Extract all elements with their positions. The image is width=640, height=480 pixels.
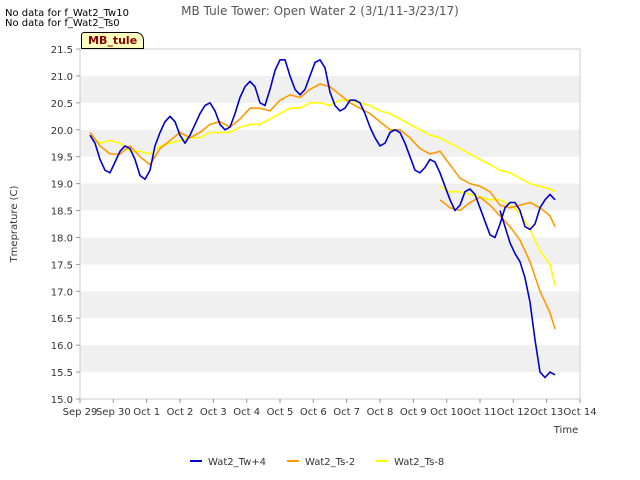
legend-label-1: Wat2_Ts-2 [305,457,355,468]
y-tick-label: 19.0 [51,180,73,191]
y-tick-label: 20.0 [51,126,73,137]
y-axis: 15.0 15.5 16.0 16.5 17.0 17.5 18.0 18.5 19.0 19.5… [51,45,80,406]
y-tick-label: 18.0 [51,233,73,244]
x-tick-label: Oct 14 [563,407,596,418]
x-tick-label: Oct 2 [167,407,194,418]
x-tick-label: Oct 3 [200,407,227,418]
grid-band [80,345,580,373]
x-axis-label: Time [553,425,578,436]
y-tick-label: 15.0 [51,395,73,406]
x-tick-label: Oct 5 [267,407,294,418]
y-tick-label: 21.0 [51,72,73,83]
x-tick-label: Oct 4 [233,407,260,418]
y-axis-label: Tmeprature (C) [9,185,20,263]
x-tick-label: Sep 29 [63,407,98,418]
y-tick-label: 18.5 [51,207,73,218]
x-tick-label: Sep 30 [96,407,131,418]
series-line-0-b [499,210,556,379]
plot-frame [79,48,581,400]
grid-band [80,237,580,265]
x-tick-label: Oct 13 [530,407,563,418]
grid-band [80,183,580,211]
x-tick-label: Oct 9 [400,407,427,418]
series-line-2-b [439,185,556,287]
series-line-1-a [89,83,556,228]
x-tick-label: Oct 1 [133,407,160,418]
y-tick-label: 19.5 [51,153,73,164]
chart-title: MB Tule Tower: Open Water 2 (3/1/11-3/23… [181,4,459,18]
x-tick-label: Oct 11 [463,407,496,418]
y-tick-label: 20.5 [51,99,73,110]
series-layer [89,59,556,379]
x-tick-label: Oct 12 [497,407,530,418]
y-tick-label: 17.5 [51,260,73,271]
y-tick-label: 16.5 [51,314,73,325]
x-tick-label: Oct 6 [300,407,327,418]
y-tick-label: 15.5 [51,368,73,379]
grid-band [80,129,580,157]
legend: Wat2_Tw+4 Wat2_Ts-2 Wat2_Ts-8 [190,457,444,468]
legend-label-0: Wat2_Tw+4 [208,457,266,468]
y-tick-label: 16.0 [51,341,73,352]
y-tick-label: 17.0 [51,287,73,298]
station-badge: MB_tule [81,32,145,49]
series-line-0-a [89,59,556,239]
no-data-note-tw10: No data for f_Wat2_Tw10 [5,8,129,19]
x-tick-label: Oct 7 [333,407,360,418]
x-tick-label: Oct 10 [430,407,463,418]
no-data-note-ts0: No data for f_Wat2_Ts0 [5,18,120,29]
series-line-2-a [89,99,556,193]
y-tick-label: 21.5 [51,45,73,56]
legend-label-2: Wat2_Ts-8 [394,457,444,468]
x-tick-label: Oct 8 [367,407,394,418]
grid-band [80,291,580,319]
series-line-1-b [439,196,556,330]
